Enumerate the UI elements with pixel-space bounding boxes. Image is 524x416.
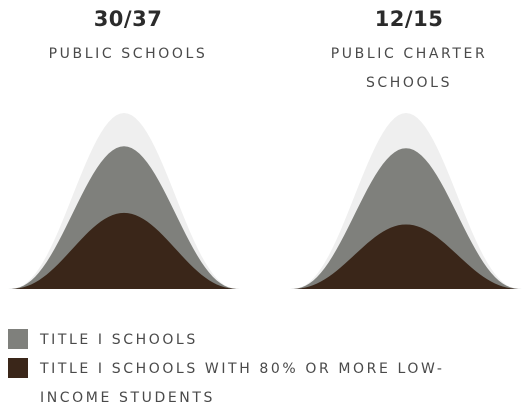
legend-label-title-i-80: TITLE I SCHOOLS WITH 80% OR MORE LOW-INC… [40,361,445,406]
hump-chart-public-charter-schools [290,113,522,289]
hump-chart-public-schools [8,113,240,289]
legend-item-title-i: TITLE I SCHOOLS [8,326,508,355]
ratio-public-charter-schools: 12/15 [374,7,444,31]
area-title1_80 [8,212,240,289]
title-public-schools: PUBLIC SCHOOLS [48,46,208,62]
chart-public-charter-schools: 12/15 PUBLIC CHARTER SCHOOLS [289,0,524,98]
area-title1_80 [290,224,522,289]
legend: TITLE I SCHOOLS TITLE I SCHOOLS WITH 80%… [8,326,508,413]
ratio-public-schools: 30/37 [93,7,163,31]
area-title1 [290,148,522,289]
legend-swatch-title-i [8,329,28,349]
chart-public-schools: 30/37 PUBLIC SCHOOLS [8,0,248,69]
legend-label-title-i: TITLE I SCHOOLS [40,332,198,348]
legend-swatch-title-i-80 [8,358,28,378]
title-public-charter-schools: PUBLIC CHARTER SCHOOLS [330,46,488,91]
legend-item-title-i-80: TITLE I SCHOOLS WITH 80% OR MORE LOW-INC… [8,355,508,413]
